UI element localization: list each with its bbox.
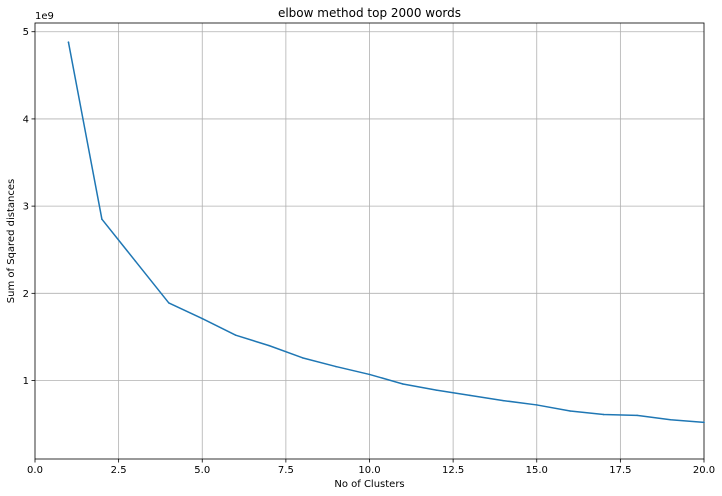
- x-axis-label: No of Clusters: [334, 479, 404, 490]
- data-point: [636, 414, 638, 417]
- x-tick-label: 12.5: [442, 465, 464, 476]
- data-point: [268, 344, 270, 347]
- x-tick-label: 17.5: [609, 465, 631, 476]
- chart-title: elbow method top 2000 words: [278, 6, 461, 20]
- data-point: [67, 41, 70, 43]
- data-point: [234, 334, 237, 336]
- series-line: [67, 41, 705, 424]
- axis-ticks: 0.0 2.5 5.0 7.5 10.0 12.5 15.0 17.5 20.0 1 2 3 4 5: [23, 27, 716, 476]
- x-tick-label: 20.0: [693, 465, 715, 476]
- y-tick-label: 4: [23, 114, 29, 125]
- data-point: [168, 302, 170, 304]
- data-point: [435, 389, 438, 391]
- y-tick-label: 5: [23, 27, 29, 38]
- series-layer: [67, 41, 705, 424]
- x-tick-label: 2.5: [111, 465, 127, 476]
- data-point: [469, 394, 471, 397]
- data-point: [335, 365, 337, 368]
- data-point: [602, 413, 605, 416]
- data-point: [703, 421, 705, 424]
- y-offset-label: 1e9: [35, 11, 54, 22]
- x-tick-label: 5.0: [194, 465, 210, 476]
- x-tick-label: 7.5: [278, 465, 294, 476]
- y-tick-label: 2: [23, 289, 29, 300]
- data-point: [402, 383, 404, 385]
- data-point: [569, 410, 571, 412]
- grid: [35, 23, 704, 459]
- data-point: [502, 399, 505, 402]
- data-point: [101, 218, 103, 220]
- data-point: [134, 260, 137, 262]
- data-point: [669, 419, 672, 421]
- y-axis-label: Sum of Sqared distances: [6, 179, 17, 303]
- y-tick-label: 3: [23, 202, 29, 213]
- x-tick-label: 15.0: [526, 465, 548, 476]
- data-point: [201, 317, 203, 320]
- x-tick-label: 10.0: [358, 465, 380, 476]
- y-tick-label: 1: [23, 376, 29, 387]
- x-tick-label: 0.0: [27, 465, 43, 476]
- data-point: [536, 404, 538, 406]
- data-point: [368, 373, 371, 376]
- data-point: [301, 357, 304, 359]
